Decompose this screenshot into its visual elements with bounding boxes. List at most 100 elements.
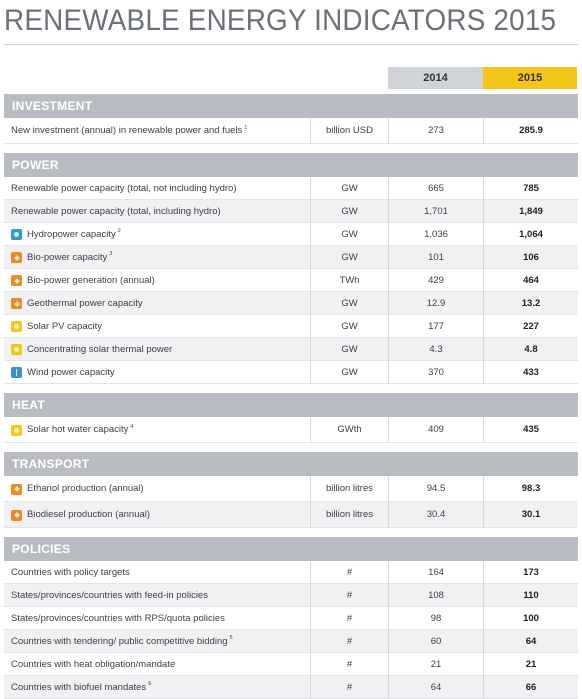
value-2014-cell: 64 (388, 676, 483, 699)
row-label: Wind power capacity (11, 361, 115, 384)
value-2014-cell: 665 (388, 177, 483, 200)
row-label-text: Solar PV capacity (27, 321, 102, 332)
table-row: Countries with biofuel mandates 6 #64 66 (4, 676, 578, 699)
unit-cell: GW (310, 315, 388, 338)
value-2014-cell: 164 (388, 561, 483, 584)
row-label: Bio-power capacity 3 (11, 246, 112, 269)
unit-cell: GW (310, 361, 388, 384)
row-label-text: Renewable power capacity (total, not inc… (11, 183, 237, 194)
indicators-table: INVESTMENT New investment (annual) in ren… (4, 94, 578, 699)
table-row: Solar hot water capacity 4 GWth 409 435 (4, 417, 578, 443)
unit-cell: # (310, 676, 388, 699)
value-2014-cell: 429 (388, 269, 483, 292)
table-row: Geothermal power capacity GW 12.9 13.2 (4, 292, 578, 315)
row-label-text: Hydropower capacity (27, 229, 116, 240)
section-header-power: POWER (4, 153, 578, 177)
value-2015-cell: 66 (483, 676, 578, 699)
value-2015-cell: 1,064 (483, 223, 578, 246)
value-2014-cell: 370 (388, 361, 483, 384)
table-row: Hydropower capacity 2 GW 1,036 1,064 (4, 223, 578, 246)
table-row: States/provinces/countries with RPS/quot… (4, 607, 578, 630)
value-2015-cell: 106 (483, 246, 578, 269)
value-2014-cell: 1,701 (388, 200, 483, 223)
section-header-policies: POLICIES (4, 537, 578, 561)
row-label: Countries with policy targets (11, 561, 130, 584)
unit-cell: # (310, 607, 388, 630)
footnote-marker: 3 (109, 251, 113, 257)
value-2014-cell: 98 (388, 607, 483, 630)
row-label: Solar hot water capacity 4 (11, 417, 133, 443)
value-2014-cell: 409 (388, 417, 483, 443)
row-label-text: States/provinces/countries with feed-in … (11, 590, 208, 601)
unit-cell: GW (310, 246, 388, 269)
row-label: Concentrating solar thermal power (11, 338, 172, 361)
table-row: Solar PV capacity GW 177 227 (4, 315, 578, 338)
unit-cell: billion USD (310, 118, 388, 144)
table-row: Ethanol production (annual) billion litre… (4, 476, 578, 502)
footnote-marker: 1 (244, 125, 248, 131)
value-2014-cell: 273 (388, 118, 483, 144)
row-label-text: Countries with biofuel mandates (11, 682, 147, 693)
row-label: Biodiesel production (annual) (11, 502, 150, 528)
value-2015-cell: 173 (483, 561, 578, 584)
row-label: Ethanol production (annual) (11, 476, 144, 502)
row-label: Hydropower capacity 2 (11, 223, 121, 246)
footnote-marker: 2 (117, 228, 121, 234)
value-2015-cell: 30.1 (483, 502, 578, 528)
unit-cell: # (310, 584, 388, 607)
bioenergy-icon (11, 483, 22, 495)
row-label: States/provinces/countries with RPS/quot… (11, 607, 225, 630)
row-label: Bio-power generation (annual) (11, 269, 155, 292)
value-2015-cell: 110 (483, 584, 578, 607)
row-label-text: Bio-power generation (annual) (27, 275, 155, 286)
section-header-transport: TRANSPORT (4, 452, 578, 476)
section-header-investment: INVESTMENT (4, 94, 578, 118)
row-label-text: Countries with heat obligation/mandate (11, 659, 176, 670)
value-2015-cell: 64 (483, 630, 578, 653)
row-label: Geothermal power capacity (11, 292, 143, 315)
value-2015-cell: 4.8 (483, 338, 578, 361)
value-2015-cell: 21 (483, 653, 578, 676)
table-row: Bio-power generation (annual) TWh 429 464 (4, 269, 578, 292)
row-label: Countries with tendering/ public competi… (11, 630, 233, 653)
table-row: New investment (annual) in renewable pow… (4, 118, 578, 144)
unit-cell: GW (310, 200, 388, 223)
unit-cell: billion litres (310, 476, 388, 502)
value-2014-cell: 108 (388, 584, 483, 607)
geothermal-icon (11, 298, 22, 309)
solar-icon (11, 344, 22, 355)
value-2015-cell: 785 (483, 177, 578, 200)
table-row: Countries with tendering/ public competi… (4, 630, 578, 653)
unit-cell: GW (310, 338, 388, 361)
hydropower-icon (11, 229, 22, 240)
row-label-text: Ethanol production (annual) (27, 483, 144, 494)
row-label: New investment (annual) in renewable pow… (11, 118, 247, 144)
row-label: Renewable power capacity (total, includi… (11, 200, 221, 223)
table-row: Countries with policy targets #164 173 (4, 561, 578, 584)
table-row: Wind power capacity GW 370 433 (4, 361, 578, 384)
row-label-text: Geothermal power capacity (27, 298, 143, 309)
footnote-marker: 6 (148, 681, 152, 687)
table-row: States/provinces/countries with feed-in … (4, 584, 578, 607)
unit-cell: GW (310, 223, 388, 246)
bioenergy-icon (11, 252, 22, 263)
value-2015-cell: 100 (483, 607, 578, 630)
column-header-2014: 2014 (388, 67, 483, 89)
row-label: Countries with biofuel mandates 6 (11, 676, 151, 699)
unit-cell: # (310, 630, 388, 653)
row-label-text: Bio-power capacity (27, 252, 108, 263)
table-row: Concentrating solar thermal power GW 4.3 4.… (4, 338, 578, 361)
row-label: Renewable power capacity (total, not inc… (11, 177, 237, 200)
table-row: Renewable power capacity (total, includi… (4, 200, 578, 223)
row-label-text: New investment (annual) in renewable pow… (11, 125, 243, 136)
table-row: Biodiesel production (annual) billion lit… (4, 502, 578, 528)
value-2014-cell: 12.9 (388, 292, 483, 315)
title-divider (4, 44, 578, 45)
unit-cell: # (310, 653, 388, 676)
solar-icon (11, 424, 22, 436)
value-2015-cell: 433 (483, 361, 578, 384)
row-label-text: Renewable power capacity (total, includi… (11, 206, 221, 217)
value-2015-cell: 13.2 (483, 292, 578, 315)
unit-cell: # (310, 561, 388, 584)
row-label: States/provinces/countries with feed-in … (11, 584, 208, 607)
